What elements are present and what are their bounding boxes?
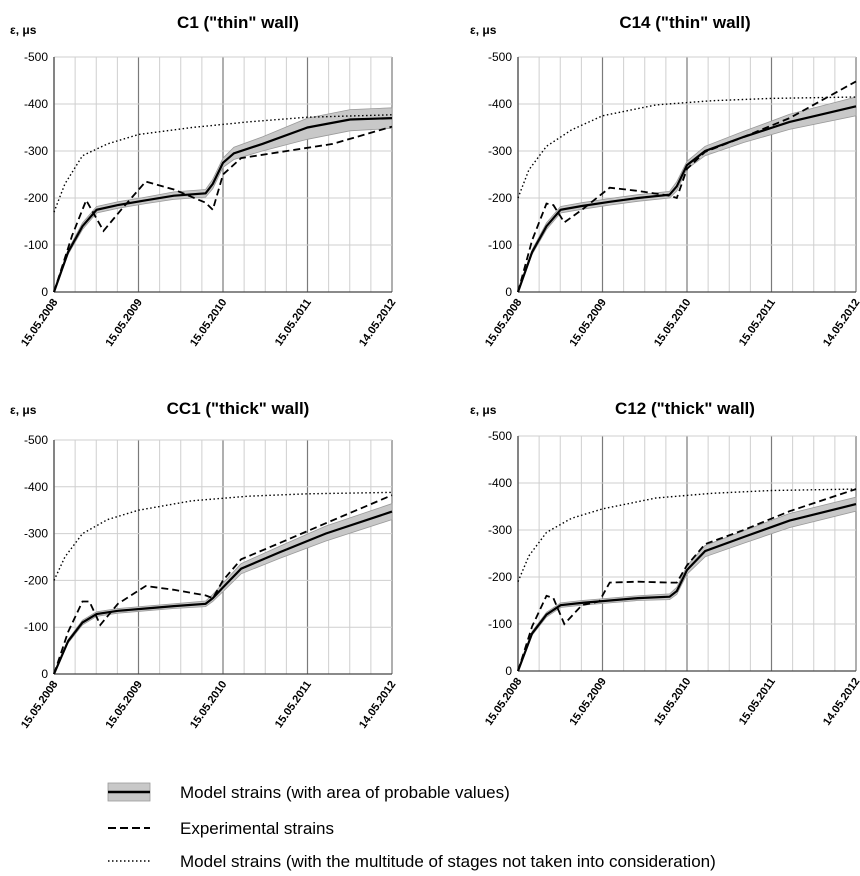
- y-tick-label: -400: [488, 97, 512, 111]
- chart-panel-2: C14 ("thin" wall) ε, μs -500 -400 -300 -200 -1…: [470, 13, 860, 349]
- y-tick-label: -300: [24, 527, 48, 541]
- y-tick-label: -400: [488, 476, 512, 490]
- legend: Model strains (with area of probable val…: [107, 782, 716, 871]
- legend-item: Model strains (with the multitude of sta…: [108, 852, 716, 871]
- y-tick-label: -400: [24, 480, 48, 494]
- chart-title: CC1 ("thick" wall): [167, 399, 310, 418]
- experimental-strains-line: [53, 125, 393, 293]
- y-tick-label: 0: [505, 285, 512, 299]
- y-tick-label: -500: [488, 429, 512, 443]
- x-tick-label: 15.05.2010: [652, 676, 693, 728]
- y-tick-label: -200: [24, 191, 48, 205]
- legend-label: Experimental strains: [180, 819, 334, 838]
- model-strains-no-stages-line: [517, 488, 857, 582]
- legend-item: Experimental strains: [108, 819, 334, 838]
- y-tick-label: -100: [488, 238, 512, 252]
- y-axis-label: ε, μs: [470, 23, 497, 37]
- y-tick-label: 0: [505, 664, 512, 678]
- y-axis-label: ε, μs: [10, 23, 37, 37]
- y-axis-label: ε, μs: [470, 403, 497, 417]
- chart-panel-4: C12 ("thick" wall) ε, μs -500 -400 -300 -200 -…: [470, 399, 860, 728]
- legend-label: Model strains (with the multitude of sta…: [180, 852, 716, 871]
- x-tick-label: 15.05.2008: [19, 297, 60, 349]
- model-strains-line: [516, 503, 857, 672]
- y-tick-label: 0: [41, 285, 48, 299]
- model-strains-no-stages-line: [517, 96, 857, 199]
- y-tick-label: -100: [24, 620, 48, 634]
- y-tick-label: -200: [488, 191, 512, 205]
- x-tick-label: 15.05.2010: [652, 297, 693, 349]
- x-tick-label: 15.05.2008: [483, 676, 524, 728]
- x-tick-label: 14.05.2012: [357, 297, 398, 349]
- y-tick-label: -500: [488, 50, 512, 64]
- x-tick-label: 15.05.2008: [19, 679, 60, 731]
- x-tick-label: 15.05.2011: [737, 676, 778, 727]
- chart-title: C1 ("thin" wall): [177, 13, 299, 32]
- y-tick-label: -200: [488, 570, 512, 584]
- legend-item: Model strains (with area of probable val…: [107, 782, 510, 802]
- model-strains-no-stages-line: [53, 114, 393, 213]
- chart-panel-1: C1 ("thin" wall) ε, μs -500 -400 -300 -200 -10…: [10, 13, 398, 349]
- legend-label: Model strains (with area of probable val…: [180, 783, 510, 802]
- model-strains-no-stages-line: [53, 491, 393, 581]
- y-tick-label: -300: [488, 523, 512, 537]
- x-tick-label: 15.05.2010: [188, 297, 229, 349]
- x-tick-label: 15.05.2009: [568, 297, 609, 349]
- x-tick-label: 15.05.2011: [273, 297, 314, 348]
- x-tick-label: 15.05.2011: [273, 679, 314, 730]
- experimental-strains-line: [53, 494, 393, 675]
- y-tick-label: -100: [24, 238, 48, 252]
- x-tick-label: 15.05.2009: [568, 676, 609, 728]
- y-axis-label: ε, μs: [10, 403, 37, 417]
- y-tick-label: -300: [24, 144, 48, 158]
- y-tick-label: -200: [24, 573, 48, 587]
- model-strains-line: [52, 117, 393, 293]
- x-tick-label: 15.05.2009: [104, 297, 145, 349]
- chart-title: C14 ("thin" wall): [619, 13, 750, 32]
- x-tick-label: 15.05.2008: [483, 297, 524, 349]
- y-tick-label: -500: [24, 433, 48, 447]
- y-tick-label: 0: [41, 667, 48, 681]
- x-tick-label: 15.05.2010: [188, 679, 229, 731]
- y-tick-label: -400: [24, 97, 48, 111]
- model-strains-line: [52, 510, 393, 675]
- x-tick-label: 15.05.2009: [104, 679, 145, 731]
- y-tick-label: -300: [488, 144, 512, 158]
- y-tick-label: -500: [24, 50, 48, 64]
- charts-container: C1 ("thin" wall) ε, μs -500 -400 -300 -200 -10…: [10, 13, 860, 731]
- x-tick-label: 15.05.2011: [737, 297, 778, 348]
- y-tick-label: -100: [488, 617, 512, 631]
- x-tick-label: 14.05.2012: [821, 297, 860, 349]
- chart-title: C12 ("thick" wall): [615, 399, 755, 418]
- chart-panel-3: CC1 ("thick" wall) ε, μs -500 -400 -300 -200 -…: [10, 399, 398, 731]
- x-tick-label: 14.05.2012: [821, 676, 860, 728]
- x-tick-label: 14.05.2012: [357, 679, 398, 731]
